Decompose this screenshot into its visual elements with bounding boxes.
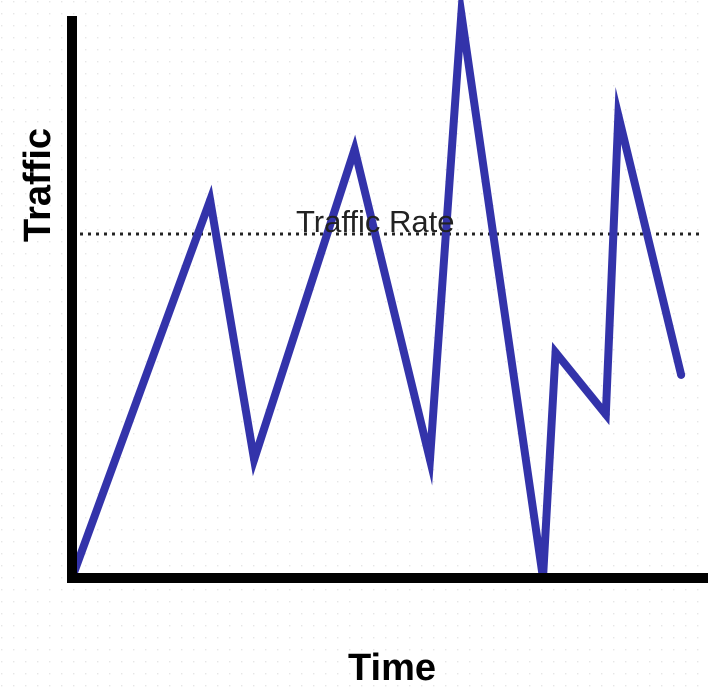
data-point <box>677 370 686 379</box>
data-point <box>457 10 466 18</box>
axes-group <box>67 16 708 583</box>
x-axis-label: Time <box>348 647 436 689</box>
data-point <box>206 196 215 205</box>
data-point <box>551 348 560 357</box>
data-point <box>250 455 259 464</box>
y-axis-label: Traffic <box>17 128 59 242</box>
data-point <box>350 145 359 154</box>
data-point <box>614 111 623 120</box>
reference-line-label: Traffic Rate <box>296 204 455 239</box>
data-point <box>425 455 434 464</box>
data-point <box>601 410 610 419</box>
